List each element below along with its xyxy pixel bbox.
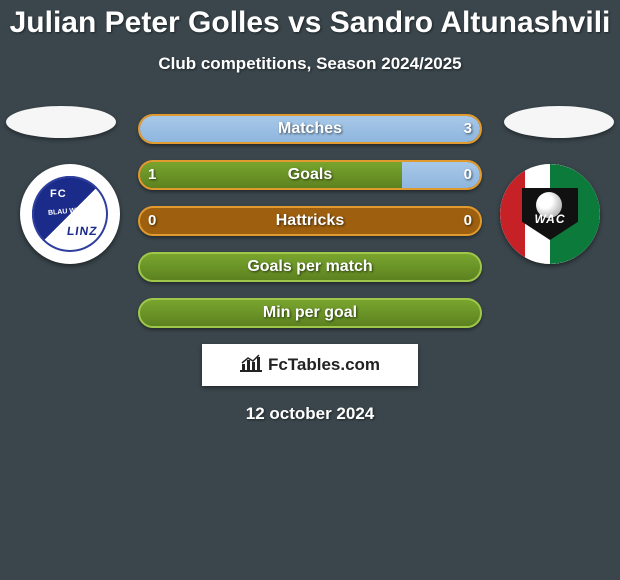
badge-right-text: WAC xyxy=(500,212,600,226)
page-root: Julian Peter Golles vs Sandro Altunashvi… xyxy=(0,0,620,580)
subtitle: Club competitions, Season 2024/2025 xyxy=(0,54,620,74)
stat-label: Goals per match xyxy=(140,254,480,280)
stat-row: Matches3 xyxy=(138,114,482,144)
stat-value-right: 3 xyxy=(464,116,472,142)
stat-row: Goals1 0 xyxy=(138,160,482,190)
stat-row: Goals per match xyxy=(138,252,482,282)
chart-icon xyxy=(240,354,262,377)
stat-label: Matches xyxy=(140,116,480,142)
stat-row: Hattricks0 0 xyxy=(138,206,482,236)
stats-area: FC BLAU WEISS LINZ WAC Matches3Goals10Ha… xyxy=(0,114,620,328)
badge-left-mid: BLAU WEISS xyxy=(32,205,108,219)
brand-text: FcTables.com xyxy=(268,355,380,375)
page-title: Julian Peter Golles vs Sandro Altunashvi… xyxy=(0,6,620,40)
stat-label: Hattricks xyxy=(140,208,480,234)
stat-label: Min per goal xyxy=(140,300,480,326)
club-badge-right: WAC xyxy=(500,164,600,264)
stat-value-right: 0 xyxy=(464,208,472,234)
badge-left-linz: LINZ xyxy=(66,224,99,238)
player-ellipse-left xyxy=(6,106,116,138)
stat-value-left: 0 xyxy=(148,208,156,234)
club-logo-right: WAC xyxy=(500,164,600,264)
brand-box: FcTables.com xyxy=(202,344,418,386)
badge-left-fc: FC xyxy=(50,188,67,200)
stat-row: Min per goal xyxy=(138,298,482,328)
date-line: 12 october 2024 xyxy=(0,404,620,424)
player-ellipse-right xyxy=(504,106,614,138)
stat-label: Goals xyxy=(140,162,480,188)
stat-bars: Matches3Goals10Hattricks00Goals per matc… xyxy=(138,114,482,328)
stat-value-right: 0 xyxy=(464,162,472,188)
club-badge-left: FC BLAU WEISS LINZ xyxy=(20,164,120,264)
club-logo-left: FC BLAU WEISS LINZ xyxy=(32,176,108,252)
stat-value-left: 1 xyxy=(148,162,156,188)
